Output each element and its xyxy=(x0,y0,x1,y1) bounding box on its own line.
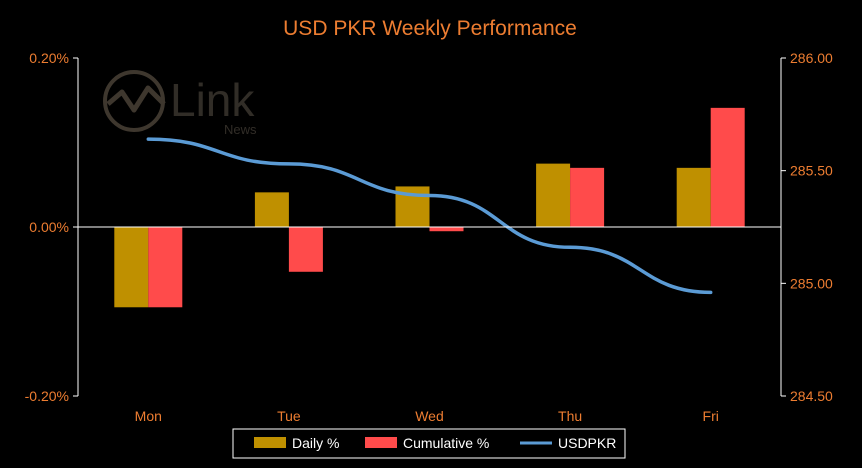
legend-label-cumulative: Cumulative % xyxy=(403,435,489,451)
legend-swatch-daily xyxy=(254,437,286,448)
legend-label-daily: Daily % xyxy=(292,435,339,451)
bar-cumulative-fri xyxy=(710,107,745,227)
category-label-tue: Tue xyxy=(277,408,301,424)
left-tick-label: 0.00% xyxy=(29,219,69,235)
right-tick-label: 286.00 xyxy=(790,50,833,66)
bar-cumulative-wed xyxy=(429,227,464,232)
usdpkr-line xyxy=(146,137,713,295)
bar-daily-mon xyxy=(114,227,149,308)
category-label-wed: Wed xyxy=(415,408,444,424)
left-tick-label: -0.20% xyxy=(25,388,69,404)
category-label-fri: Fri xyxy=(703,408,719,424)
legend: Daily % Cumulative % USDPKR xyxy=(232,428,626,459)
chart-title: USD PKR Weekly Performance xyxy=(283,17,577,40)
bar-cumulative-thu xyxy=(570,167,605,227)
bar-daily-tue xyxy=(254,192,289,227)
watermark-zigzag xyxy=(106,85,166,113)
left-tick-label: 0.20% xyxy=(29,50,69,66)
watermark-ring xyxy=(103,70,165,132)
axes-layer: 0.20% 0.00% -0.20% 286.00 285.50 285.00 284.50… xyxy=(25,50,833,424)
category-label-mon: Mon xyxy=(135,408,162,424)
right-tick-label: 284.50 xyxy=(790,388,833,404)
bar-cumulative-tue xyxy=(288,227,323,272)
right-tick-label: 285.00 xyxy=(790,275,833,291)
bar-daily-fri xyxy=(676,167,711,227)
legend-label-usdpkr: USDPKR xyxy=(558,435,616,451)
legend-box xyxy=(232,428,626,459)
legend-swatch-cumulative xyxy=(365,437,397,448)
bar-daily-thu xyxy=(536,163,571,227)
right-tick-label: 285.50 xyxy=(790,163,833,179)
category-label-thu: Thu xyxy=(558,408,582,424)
watermark-logo: Link News xyxy=(103,70,257,137)
bar-cumulative-mon xyxy=(148,227,183,308)
line-layer xyxy=(146,137,713,295)
watermark-subtext: News xyxy=(224,122,257,137)
watermark-text: Link xyxy=(170,74,255,126)
